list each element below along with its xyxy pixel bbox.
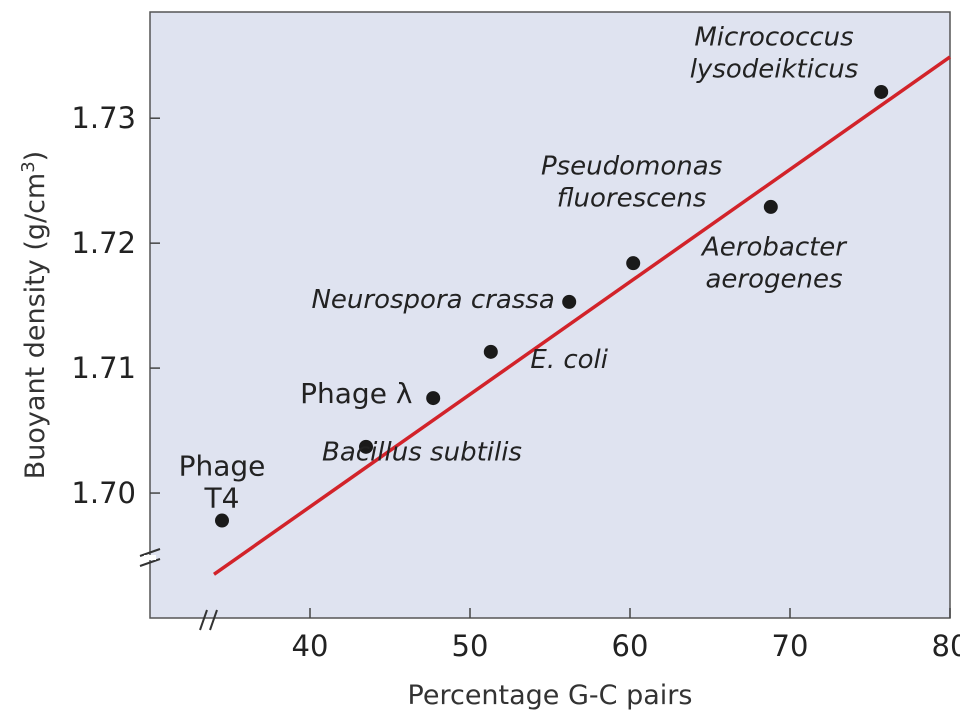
point-aerobacter-aerogenes bbox=[763, 199, 778, 214]
ticks-layer: 40 50 60 70 80 1.70 1.71 1.72 1.73 bbox=[71, 101, 960, 663]
label-aerobacter-aerogenes: Aerobacter aerogenes bbox=[700, 233, 848, 295]
x-tick-label-80: 80 bbox=[932, 629, 960, 663]
label-pseudomonas-fluorescens-line-1: Pseudomonas bbox=[541, 151, 722, 181]
label-e-coli: E. coli bbox=[530, 345, 608, 375]
x-axis-break bbox=[199, 609, 218, 631]
x-tick-label-70: 70 bbox=[772, 629, 809, 663]
point-micrococcus-lysodeikticus bbox=[874, 84, 889, 99]
label-phage-t4-line-1: Phage bbox=[179, 450, 266, 483]
label-micrococcus-lysodeikticus-line-2: lysodeikticus bbox=[690, 55, 859, 85]
y-axis-title: Buoyant density (g/cm3) bbox=[18, 151, 51, 479]
point-bacillus-subtilis bbox=[359, 439, 373, 454]
y-tick-label-1.70: 1.70 bbox=[71, 476, 136, 510]
label-pseudomonas-fluorescens: Pseudomonas fluorescens bbox=[541, 151, 722, 213]
label-phage-t4: Phage T4 bbox=[179, 450, 266, 515]
points-layer bbox=[215, 84, 889, 528]
y-tick-label-1.71: 1.71 bbox=[71, 351, 136, 385]
label-aerobacter-aerogenes-line-1: Aerobacter bbox=[700, 233, 848, 263]
label-phage-lambda-line-1: Phage λ bbox=[300, 377, 412, 410]
label-e-coli-line-1: E. coli bbox=[530, 345, 608, 375]
y-axis-title-close: ) bbox=[20, 151, 51, 162]
label-bacillus-subtilis-line-1: Bacillus subtilis bbox=[322, 438, 522, 468]
point-labels-layer: Phage T4 Bacillus subtilis Phage λ E. coli Ne… bbox=[179, 23, 859, 515]
label-micrococcus-lysodeikticus: Micrococcus lysodeikticus bbox=[690, 23, 859, 85]
label-micrococcus-lysodeikticus-line-1: Micrococcus bbox=[694, 23, 853, 53]
label-neurospora-crassa-line-1: Neurospora crassa bbox=[311, 285, 554, 315]
x-tick-label-50: 50 bbox=[452, 629, 489, 663]
point-neurospora-crassa bbox=[562, 294, 577, 309]
point-phage-lambda bbox=[426, 391, 441, 406]
fit-line-layer bbox=[212, 55, 952, 576]
label-pseudomonas-fluorescens-line-2: fluorescens bbox=[557, 183, 707, 213]
label-phage-lambda: Phage λ bbox=[300, 377, 412, 410]
label-bacillus-subtilis: Bacillus subtilis bbox=[322, 438, 522, 468]
x-axis-title: Percentage G-C pairs bbox=[408, 680, 693, 711]
label-aerobacter-aerogenes-line-2: aerogenes bbox=[705, 265, 842, 295]
x-tick-label-40: 40 bbox=[292, 629, 329, 663]
fit-line bbox=[212, 55, 952, 576]
y-tick-label-1.72: 1.72 bbox=[71, 226, 136, 260]
plot-area bbox=[149, 11, 951, 619]
y-tick-label-1.73: 1.73 bbox=[71, 101, 136, 135]
x-tick-label-60: 60 bbox=[612, 629, 649, 663]
y-axis-title-main: Buoyant density (g/cm bbox=[20, 173, 51, 479]
label-neurospora-crassa: Neurospora crassa bbox=[311, 285, 554, 315]
point-phage-t4 bbox=[215, 513, 229, 528]
label-phage-t4-line-2: T4 bbox=[204, 482, 240, 515]
point-pseudomonas-fluorescens bbox=[626, 256, 641, 271]
y-axis-title-sup: 3 bbox=[18, 161, 39, 172]
y-axis-break bbox=[139, 548, 161, 567]
point-e-coli bbox=[483, 344, 498, 359]
